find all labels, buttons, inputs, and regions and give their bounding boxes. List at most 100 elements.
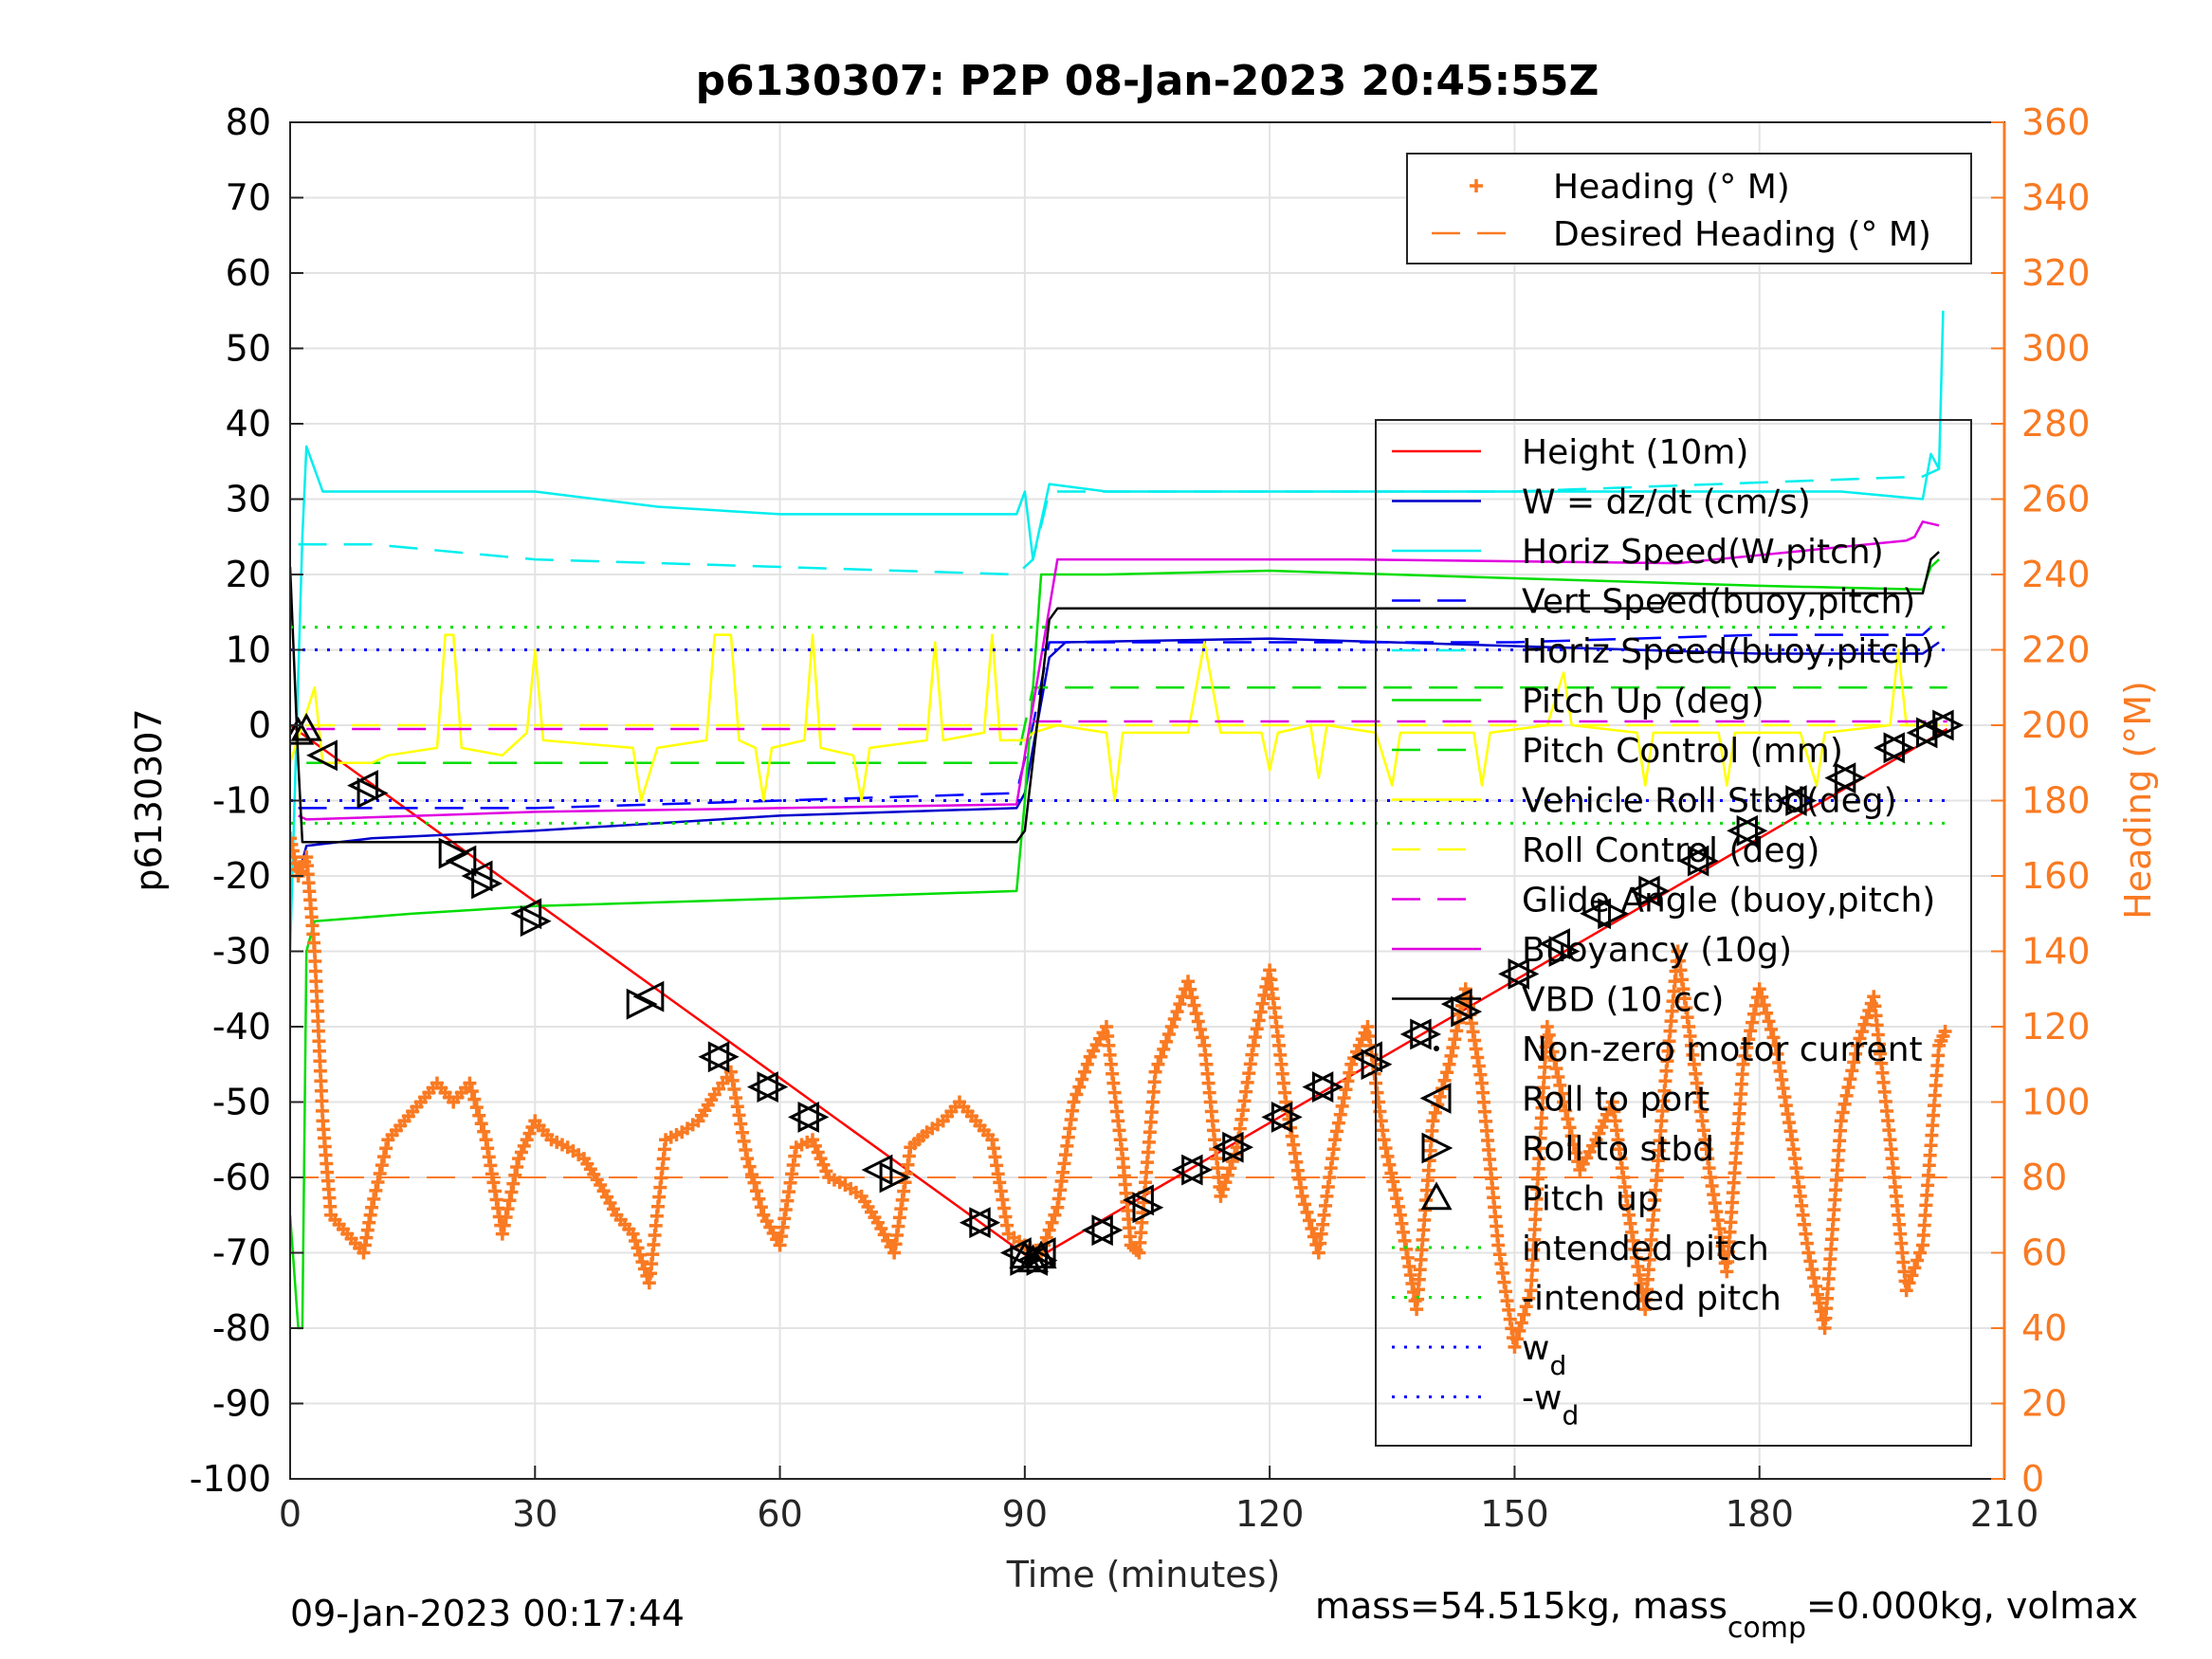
heading-marker: [1255, 996, 1270, 1011]
heading-marker: [508, 1168, 522, 1182]
heading-marker: [477, 1124, 491, 1139]
heading-marker: [635, 1255, 649, 1269]
heading-marker: [1329, 1124, 1344, 1139]
heading-marker: [806, 1133, 820, 1147]
legend-main-label: Buoyancy (10g): [1522, 931, 1792, 970]
footer-mass-sub: comp: [1728, 1612, 1806, 1645]
roll-stbd-marker: [1834, 762, 1866, 794]
heading-marker: [1834, 1114, 1848, 1128]
heading-marker: [1805, 1263, 1819, 1277]
legend-main-box: [1375, 419, 1972, 1447]
heading-marker: [1764, 1022, 1779, 1036]
legend-main-label: VBD (10 cc): [1522, 981, 1724, 1020]
heading-marker: [1154, 1049, 1168, 1064]
footer-timestamp: 09-Jan-2023 00:17:44: [290, 1593, 685, 1634]
legend-main-label: Horiz Speed(W,pitch): [1522, 533, 1884, 572]
heading-marker: [1220, 1168, 1234, 1182]
heading-marker: [1067, 1095, 1081, 1109]
pitch-up-marker: [1009, 1240, 1041, 1269]
y2-tick-label: 40: [2021, 1307, 2067, 1349]
y2-tick-label: 0: [2021, 1458, 2044, 1500]
y-tick-label: 40: [226, 403, 271, 445]
pitch-up-marker: [290, 716, 315, 745]
heading-marker: [1377, 1133, 1391, 1147]
heading-marker: [1428, 1105, 1442, 1120]
heading-marker: [1298, 1197, 1312, 1212]
heading-marker: [1544, 1036, 1558, 1050]
heading-marker: [1910, 1253, 1925, 1267]
heading-marker: [1519, 1300, 1533, 1314]
heading-marker: [1302, 1213, 1316, 1228]
x-tick-label: 0: [279, 1493, 302, 1535]
heading-marker: [1170, 1005, 1184, 1019]
heading-marker: [499, 1210, 513, 1224]
y2-axis-label: Heading (°M): [2117, 681, 2159, 920]
heading-marker: [1257, 988, 1271, 1002]
roll-port-marker: [1727, 814, 1758, 847]
heading-marker: [1740, 1041, 1754, 1055]
y-tick-label: 10: [226, 629, 271, 671]
roll-stbd-marker: [1598, 898, 1630, 930]
y2-tick-label: 360: [2021, 101, 2091, 143]
heading-marker: [1851, 1038, 1865, 1052]
legend-heading-label: Desired Heading (° M): [1553, 215, 1931, 254]
heading-marker: [1164, 1020, 1179, 1033]
heading-marker: [1551, 1070, 1565, 1084]
heading-marker: [1151, 1057, 1165, 1071]
heading-marker: [632, 1248, 647, 1262]
heading-marker: [472, 1108, 486, 1122]
y-tick-label: -60: [212, 1157, 271, 1198]
heading-marker: [1185, 991, 1199, 1005]
legend-main-label: W = dz/dt (cm/s): [1522, 483, 1811, 522]
heading-marker: [1760, 1006, 1774, 1020]
heading-marker: [503, 1194, 517, 1208]
legend-main-label: Roll to port: [1522, 1081, 1709, 1120]
heading-marker: [1129, 1243, 1143, 1257]
heading-marker: [814, 1152, 828, 1166]
heading-marker: [1564, 1129, 1579, 1143]
heading-marker: [1448, 1032, 1462, 1047]
heading-marker: [1540, 1020, 1554, 1033]
heading-marker: [1167, 1012, 1181, 1027]
heading-marker: [1752, 982, 1766, 996]
roll-stbd-marker: [520, 905, 552, 938]
heading-marker: [1746, 1015, 1760, 1030]
y-tick-label: 20: [226, 554, 271, 595]
heading-marker: [497, 1218, 511, 1232]
roll-stbd-marker: [1222, 1131, 1254, 1163]
roll-stbd-marker: [1638, 875, 1671, 907]
heading-marker: [1161, 1027, 1176, 1041]
heading-marker: [371, 1175, 385, 1189]
series-layer: [290, 310, 1948, 1330]
heading-marker: [1295, 1189, 1309, 1203]
heading-marker: [1444, 1048, 1458, 1063]
heading-marker: [754, 1200, 768, 1214]
heading-marker: [740, 1152, 755, 1166]
y2-tick-label: 180: [2021, 780, 2091, 822]
heading-marker: [1857, 1017, 1872, 1031]
y-tick-label: -80: [212, 1307, 271, 1349]
series-line-9: [306, 720, 1947, 731]
y-tick-label: -30: [212, 931, 271, 973]
heading-marker: [1509, 1332, 1524, 1346]
heading-marker: [1355, 1032, 1369, 1047]
legend-main-label: -intended pitch: [1522, 1280, 1782, 1319]
roll-port-marker: [1440, 988, 1472, 1020]
heading-marker: [816, 1158, 831, 1172]
footer-mass: mass=54.515kg, masscomp=0.000kg, volmax: [1315, 1585, 2138, 1645]
legend-main-sample: [1420, 1181, 1453, 1211]
heading-marker: [1382, 1158, 1397, 1172]
roll-stbd-marker: [1883, 732, 1915, 764]
roll-stbd-marker: [1410, 1018, 1442, 1050]
y-tick-label: -40: [212, 1006, 271, 1048]
heading-marker: [375, 1158, 389, 1173]
heading-marker: [1569, 1146, 1582, 1160]
heading-marker: [1426, 1114, 1440, 1128]
roll-port-marker: [1171, 1154, 1203, 1186]
y2-tick-label: 140: [2021, 931, 2091, 973]
heading-marker: [1446, 1041, 1460, 1055]
roll-port-marker: [632, 980, 665, 1012]
heading-marker: [629, 1234, 643, 1249]
x-tick-label: 30: [512, 1493, 558, 1535]
